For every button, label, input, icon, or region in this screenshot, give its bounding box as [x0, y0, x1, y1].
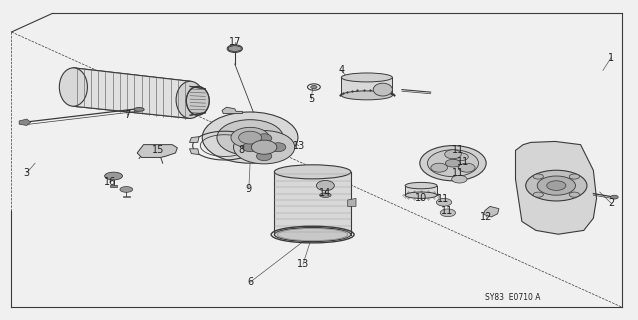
Ellipse shape	[405, 192, 437, 198]
Ellipse shape	[452, 175, 467, 183]
Ellipse shape	[341, 91, 392, 100]
Ellipse shape	[120, 187, 133, 192]
Polygon shape	[274, 172, 351, 235]
Polygon shape	[228, 45, 241, 52]
Ellipse shape	[459, 163, 475, 172]
Text: 11: 11	[452, 168, 464, 179]
Ellipse shape	[458, 164, 473, 172]
Ellipse shape	[445, 159, 461, 167]
Text: 17: 17	[228, 36, 241, 47]
Ellipse shape	[533, 192, 544, 197]
Ellipse shape	[526, 170, 587, 201]
Ellipse shape	[341, 73, 392, 82]
Polygon shape	[137, 145, 177, 157]
Ellipse shape	[431, 163, 447, 172]
Ellipse shape	[420, 146, 486, 181]
Ellipse shape	[256, 152, 272, 161]
Text: 8: 8	[238, 145, 244, 156]
Polygon shape	[110, 185, 117, 187]
Ellipse shape	[59, 68, 87, 106]
Text: 11: 11	[440, 205, 453, 216]
Ellipse shape	[231, 127, 269, 148]
Text: 13: 13	[297, 259, 309, 269]
Text: 11: 11	[436, 194, 449, 204]
Ellipse shape	[105, 172, 122, 180]
Ellipse shape	[405, 182, 437, 189]
Ellipse shape	[533, 174, 544, 179]
Polygon shape	[190, 86, 205, 115]
Ellipse shape	[611, 195, 618, 199]
Text: 6: 6	[247, 277, 253, 287]
Ellipse shape	[256, 134, 272, 143]
Text: 1: 1	[608, 52, 614, 63]
Ellipse shape	[569, 192, 579, 197]
Text: 4: 4	[338, 65, 345, 76]
Polygon shape	[73, 68, 190, 118]
Ellipse shape	[453, 153, 468, 161]
Text: 5: 5	[308, 94, 315, 104]
Ellipse shape	[436, 198, 452, 206]
Ellipse shape	[427, 150, 478, 177]
Ellipse shape	[176, 81, 204, 118]
Polygon shape	[405, 186, 437, 195]
Polygon shape	[189, 149, 199, 155]
Ellipse shape	[217, 120, 283, 156]
Ellipse shape	[202, 112, 298, 163]
Text: 10: 10	[415, 193, 427, 204]
Text: 7: 7	[124, 110, 131, 120]
Polygon shape	[222, 107, 242, 114]
Text: 2: 2	[608, 198, 614, 208]
Ellipse shape	[242, 143, 258, 152]
Ellipse shape	[373, 83, 392, 96]
Ellipse shape	[569, 174, 579, 179]
Polygon shape	[189, 137, 199, 142]
Ellipse shape	[234, 131, 295, 164]
Polygon shape	[341, 77, 392, 95]
Text: 13: 13	[292, 140, 305, 151]
Text: 15: 15	[152, 145, 165, 156]
Text: 16: 16	[103, 177, 116, 188]
Ellipse shape	[320, 193, 331, 197]
Ellipse shape	[537, 176, 575, 195]
Text: 9: 9	[246, 184, 252, 194]
Ellipse shape	[239, 131, 262, 144]
Ellipse shape	[445, 150, 461, 159]
Text: 14: 14	[319, 188, 332, 198]
Ellipse shape	[271, 143, 286, 152]
Ellipse shape	[274, 165, 351, 179]
Ellipse shape	[274, 228, 351, 242]
Polygon shape	[19, 119, 31, 125]
Ellipse shape	[440, 209, 456, 217]
Polygon shape	[484, 206, 499, 217]
Ellipse shape	[311, 85, 317, 89]
Text: SY83  E0710 A: SY83 E0710 A	[485, 293, 540, 302]
Ellipse shape	[547, 181, 566, 190]
Ellipse shape	[186, 86, 209, 115]
Text: 11: 11	[452, 145, 464, 156]
Text: 12: 12	[480, 212, 493, 222]
Ellipse shape	[251, 140, 277, 154]
Text: 11: 11	[457, 156, 470, 167]
Polygon shape	[348, 198, 356, 206]
Text: 3: 3	[24, 168, 30, 178]
Ellipse shape	[134, 108, 144, 111]
Polygon shape	[516, 141, 597, 234]
Ellipse shape	[227, 45, 242, 52]
Polygon shape	[123, 196, 130, 197]
Ellipse shape	[316, 180, 334, 191]
